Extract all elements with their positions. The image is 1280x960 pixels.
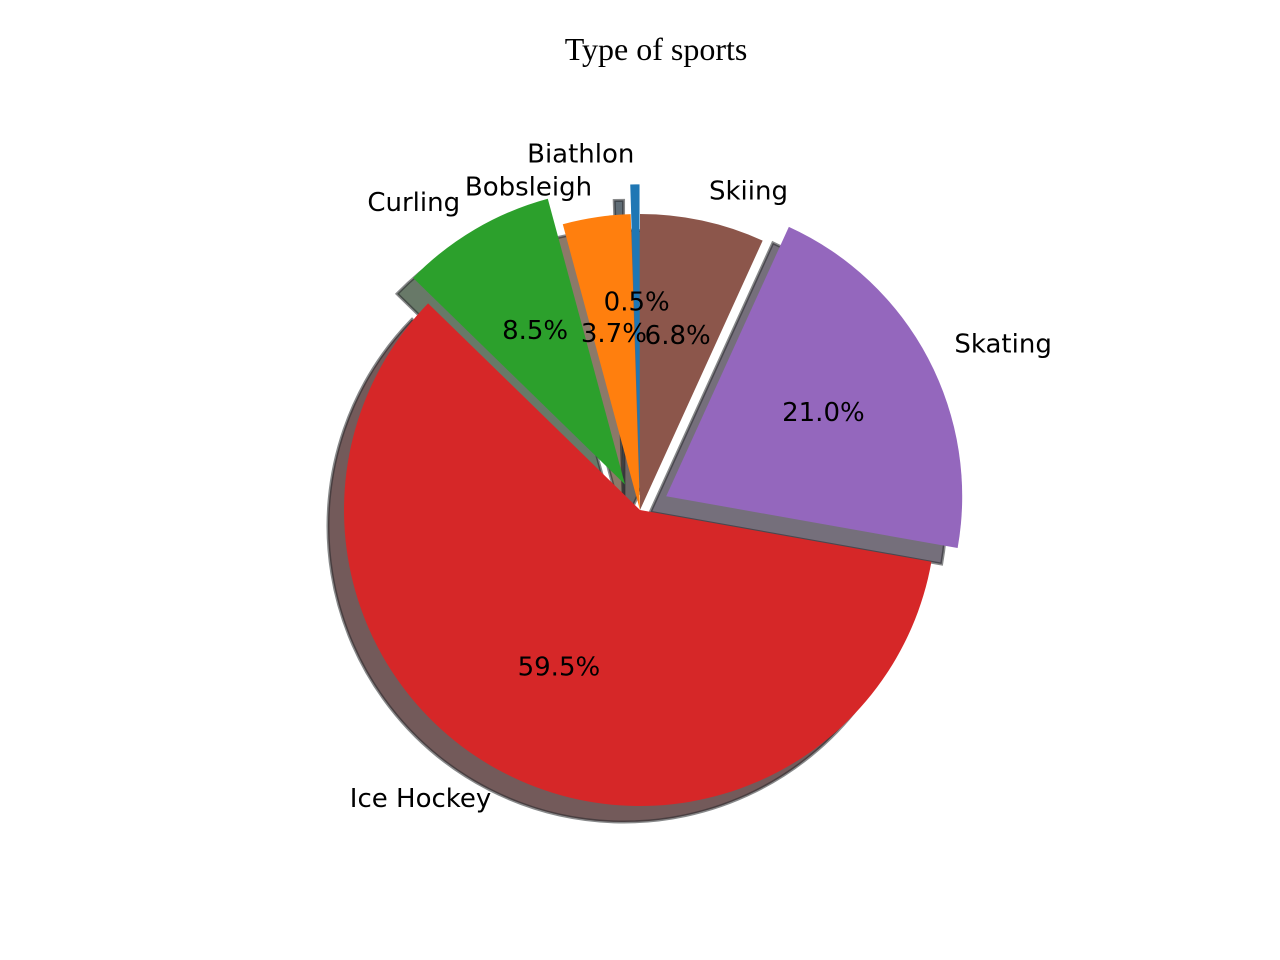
- pct-label-curling: 8.5%: [502, 316, 568, 346]
- slice-skating: [666, 226, 963, 549]
- slice-skiing: [640, 214, 763, 510]
- pct-label-ice-hockey: 59.5%: [518, 653, 601, 683]
- slice-biathlon: [630, 184, 640, 481]
- slice-label-skating: Skating: [954, 329, 1051, 359]
- pct-label-skiing: 6.8%: [645, 321, 711, 351]
- slice-label-ice-hockey: Ice Hockey: [350, 784, 492, 814]
- slice-label-biathlon: Biathlon: [527, 139, 634, 169]
- slice-layer: [344, 184, 963, 806]
- slice-label-skiing: Skiing: [709, 176, 788, 206]
- pct-label-bobsleigh: 3.7%: [581, 319, 647, 349]
- slice-label-bobsleigh: Bobsleigh: [465, 172, 592, 202]
- slice-bobsleigh: [562, 214, 640, 510]
- slice-label-curling: Curling: [367, 188, 460, 218]
- slice-ice-hockey: [344, 303, 932, 806]
- pct-label-skating: 21.0%: [782, 398, 865, 428]
- label-layer: Biathlon 0.5% Bobsleigh 3.7% Curling 8.5% Ice …: [350, 139, 1052, 814]
- chart-title: Type of sports: [565, 31, 748, 67]
- pct-label-biathlon: 0.5%: [604, 287, 670, 317]
- slice-curling: [413, 198, 626, 485]
